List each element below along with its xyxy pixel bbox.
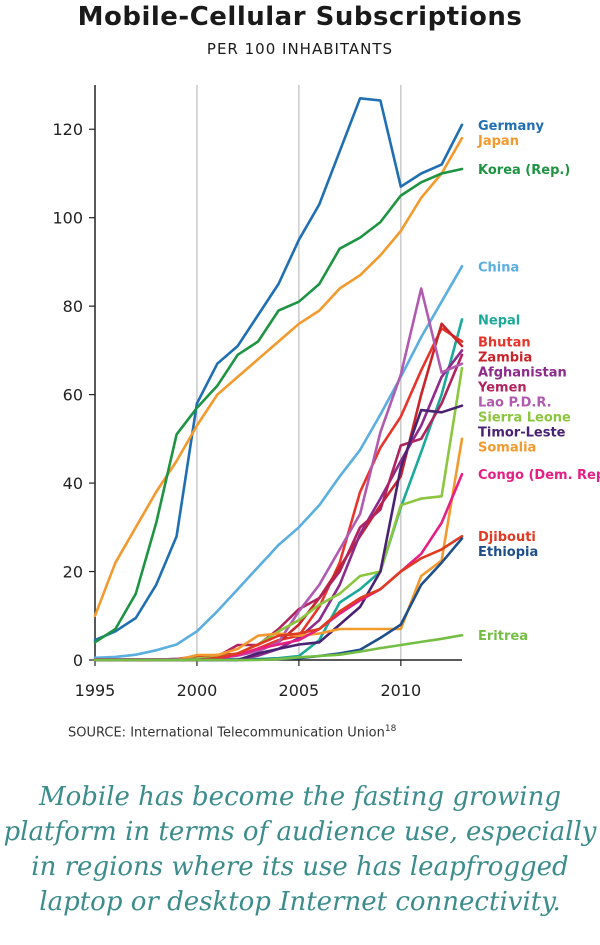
chart-subtitle: PER 100 INHABITANTS (206, 40, 394, 58)
caption: Mobile has become the fasting growing pl… (3, 782, 597, 917)
y-tick-label-120: 120 (52, 120, 83, 139)
y-tick-label-0: 0 (73, 651, 83, 670)
series-line-japan (93, 136, 464, 618)
legend-label-sierra-leone: Sierra Leone (478, 411, 571, 426)
source-label: SOURCE: (68, 725, 127, 741)
series-line-korea-rep (93, 167, 464, 644)
legend-label-zambia: Zambia (478, 351, 532, 366)
series-line-eritrea (93, 633, 464, 662)
legend-label-afghanistan: Afghanistan (478, 366, 567, 381)
series-line-germany (93, 97, 464, 642)
legend-label-yemen: Yemen (477, 381, 527, 396)
y-tick-label-60: 60 (63, 386, 83, 405)
series-lines (93, 97, 464, 662)
legend-label-timor-leste: Timor-Leste (478, 426, 566, 441)
legend-label-nepal: Nepal (478, 313, 520, 328)
x-axis-ticks: 1995 2000 2005 2010 (75, 660, 421, 700)
source-text: International Telecommunication Union (130, 725, 385, 741)
legend-label-korea-rep: Korea (Rep.) (478, 163, 570, 178)
series-line-lao-p-d-r (93, 287, 464, 661)
legend-label-djibouti: Djibouti (478, 530, 536, 545)
x-tick-label-2005: 2005 (279, 681, 320, 700)
legend-label-congo-dem-rep: Congo (Dem. Rep.) (478, 468, 600, 483)
source-footnote: 18 (384, 724, 397, 734)
series-line-china (93, 265, 464, 660)
y-tick-label-100: 100 (52, 209, 83, 228)
axes (94, 85, 462, 661)
legend-label-eritrea: Eritrea (478, 629, 528, 644)
chart-title: Mobile-Cellular Subscriptions (77, 2, 523, 32)
legend-label-bhutan: Bhutan (478, 336, 531, 351)
y-axis-ticks: 0 20 40 60 80 100 120 (52, 120, 95, 670)
x-tick-label-2010: 2010 (380, 681, 421, 700)
legend-label-ethiopia: Ethiopia (478, 545, 538, 560)
y-tick-label-40: 40 (63, 474, 83, 493)
legend-label-somalia: Somalia (478, 441, 536, 456)
legend-label-japan: Japan (477, 134, 519, 149)
x-tick-label-2000: 2000 (177, 681, 218, 700)
x-tick-label-1995: 1995 (75, 681, 116, 700)
line-chart: 0 20 40 60 80 100 120 1995 2000 2005 2010 Germany… (52, 85, 600, 700)
series-line-nepal (93, 318, 464, 662)
y-tick-label-80: 80 (63, 297, 83, 316)
source-note: SOURCE: International Telecommunication … (68, 724, 396, 740)
legend-label-china: China (478, 260, 519, 275)
y-tick-label-20: 20 (63, 563, 83, 582)
legend-label-germany: Germany (478, 119, 544, 134)
series-line-somalia (93, 437, 464, 662)
legend-label-lao-p-d-r: Lao P.D.R. (478, 396, 552, 411)
